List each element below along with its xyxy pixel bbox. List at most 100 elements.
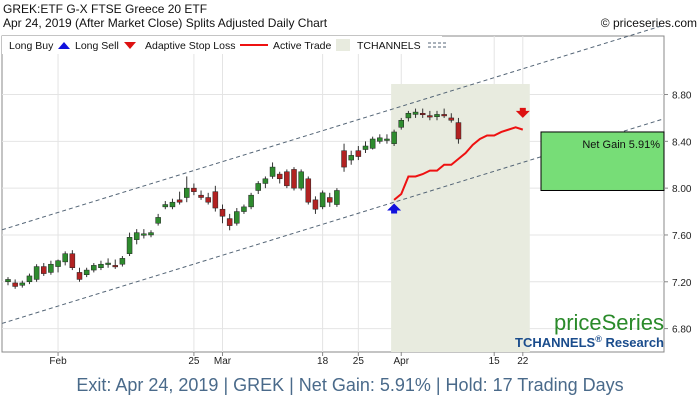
y-tick-label: 7.60	[672, 231, 692, 242]
candle-body	[91, 265, 97, 271]
adaptive-stop-loss-line	[393, 126, 524, 201]
candle-body	[205, 197, 211, 203]
candle-body	[248, 194, 254, 208]
candle-body	[262, 178, 269, 184]
candle-body	[355, 150, 362, 157]
candle-body	[455, 122, 462, 140]
candle-body	[55, 260, 61, 267]
candle-body	[83, 269, 90, 276]
candle-body	[169, 201, 176, 208]
candle-body	[126, 237, 133, 254]
legend-long-buy-icon	[58, 42, 70, 49]
x-tick-label: Feb	[49, 356, 67, 367]
research-label: TCHANNELS® Research	[515, 334, 664, 350]
candle-body	[434, 114, 440, 118]
y-tick-label: 8.80	[672, 91, 692, 102]
candle-body	[384, 138, 390, 141]
candle-body	[269, 166, 276, 177]
candle-body	[76, 272, 83, 280]
legend-stop-loss-label: Adaptive Stop Loss	[145, 40, 235, 52]
candle-body	[112, 265, 118, 268]
candle-body	[176, 199, 183, 203]
legend-tchannels-label: TCHANNELS	[357, 40, 421, 52]
candle-body	[334, 190, 340, 205]
long-buy-arrow-marker	[387, 203, 402, 214]
x-tick-label: 25	[353, 356, 365, 367]
candle-body	[198, 194, 204, 198]
candle-body	[284, 171, 290, 187]
plot-frame	[1, 35, 665, 353]
candle-body	[226, 218, 233, 226]
candle-body	[298, 171, 304, 189]
x-tick-label: 18	[317, 356, 329, 367]
net-gain-label: Net Gain 5.91%	[582, 139, 660, 151]
candle-body	[141, 233, 147, 236]
candle-body	[98, 263, 104, 268]
candle-body	[191, 187, 197, 192]
channel-upper-line	[1, 24, 665, 231]
candle-body	[448, 117, 455, 121]
y-tick-label: 7.20	[672, 278, 692, 289]
candle-body	[162, 204, 169, 208]
legend-bar	[2, 36, 442, 54]
candle-body	[391, 131, 397, 144]
candle-body	[12, 282, 18, 287]
y-axis: 6.80 7.20 7.60 8.00 8.40 8.80	[664, 91, 692, 336]
x-tick-label: 25	[188, 356, 200, 367]
candle-body	[62, 253, 68, 263]
candle-body	[155, 217, 161, 224]
candle-body	[5, 279, 11, 283]
candle-body	[184, 187, 190, 198]
candle-body	[119, 258, 126, 265]
candle-body	[41, 266, 47, 274]
net-gain-box	[540, 131, 665, 191]
candle-body	[412, 111, 419, 115]
candle-body	[312, 199, 319, 210]
candle-body	[327, 197, 333, 203]
candle-body	[69, 253, 76, 268]
x-tick-label: Apr	[393, 356, 409, 367]
candle-body	[427, 115, 433, 118]
brand-logo: priceSeries	[554, 310, 664, 335]
candle-body	[341, 150, 347, 168]
candle-body	[105, 262, 111, 265]
y-tick-label: 8.40	[672, 137, 692, 148]
x-tick-label: 15	[489, 356, 501, 367]
candles	[5, 108, 462, 289]
copyright: © priceseries.com	[601, 16, 697, 30]
long-sell-arrow-marker	[515, 107, 530, 118]
legend-long-buy-label: Long Buy	[9, 40, 54, 52]
candle-body	[419, 112, 426, 115]
candle-body	[377, 137, 383, 142]
x-axis: Feb 25 Mar 18 25 Apr 15 22	[49, 352, 529, 367]
chart-header-line1: GREK:ETF G-X FTSE Greece 20 ETF	[3, 2, 207, 16]
candle-body	[19, 282, 26, 286]
candle-body	[133, 232, 140, 240]
candle-body	[234, 211, 240, 224]
candle-body	[276, 173, 283, 180]
candle-body	[398, 120, 404, 128]
legend-active-trade-label: Active Trade	[273, 40, 332, 52]
y-tick-label: 6.80	[672, 325, 692, 336]
candle-body	[291, 169, 297, 189]
x-tick-label: Mar	[214, 356, 232, 367]
chart-header-line2: Apr 24, 2019 (After Market Close) Splits…	[3, 16, 328, 30]
candle-body	[148, 232, 154, 236]
candle-body	[441, 114, 447, 117]
candle-body	[255, 183, 261, 191]
legend-active-trade-icon	[336, 39, 350, 51]
footer-summary: Exit: Apr 24, 2019 | GREK | Net Gain: 5.…	[76, 375, 623, 395]
candle-body	[219, 208, 226, 217]
x-tick-label: 22	[517, 356, 529, 367]
candle-body	[369, 138, 376, 149]
legend-long-sell-icon	[124, 42, 136, 49]
candle-body	[348, 155, 354, 161]
candle-body	[48, 263, 54, 273]
candle-body	[212, 191, 219, 209]
candle-body	[26, 275, 33, 283]
y-tick-label: 8.00	[672, 184, 692, 195]
candle-body	[319, 192, 326, 208]
candle-body	[305, 178, 312, 203]
candle-body	[33, 266, 40, 280]
